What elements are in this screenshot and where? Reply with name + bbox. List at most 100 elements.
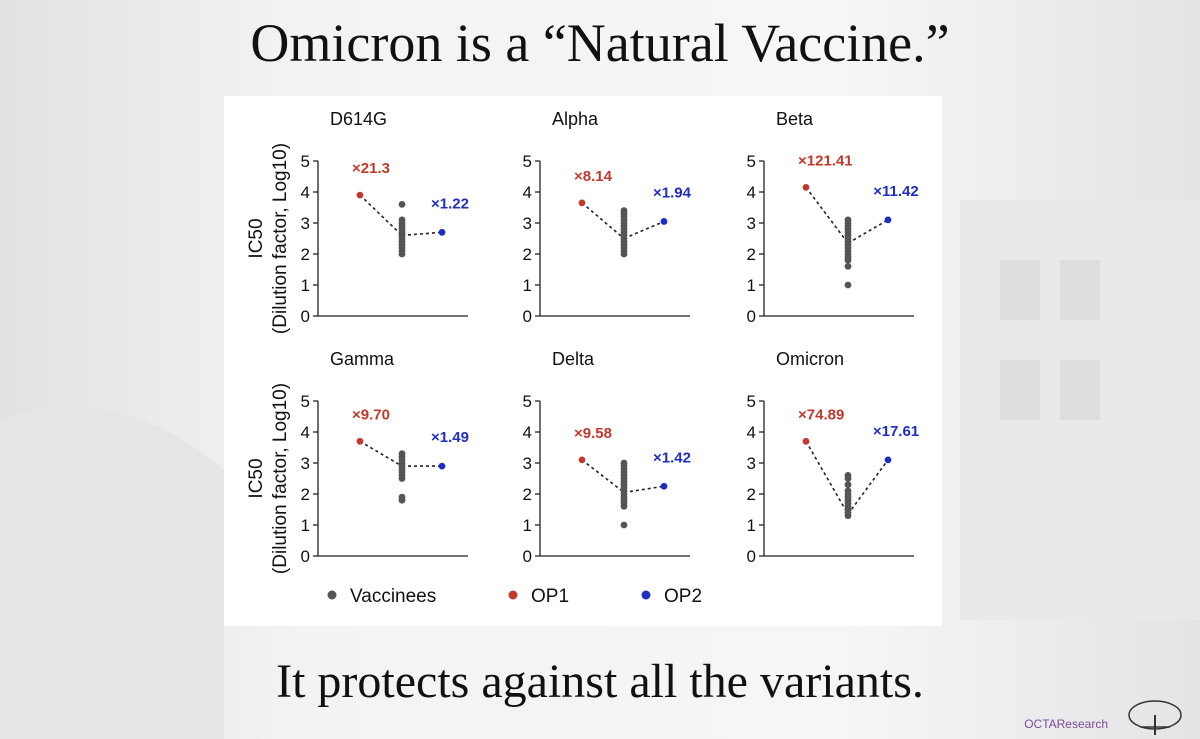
panel-beta: Beta 0 1 2 3 4 5 ×121.41 ×11.42 <box>747 109 919 326</box>
y-tick-label: 5 <box>523 392 532 411</box>
op1-point <box>802 437 810 445</box>
slide-subtitle: It protects against all the variants. <box>276 655 924 708</box>
y-tick-label: 3 <box>747 214 756 233</box>
op2-point <box>438 462 446 470</box>
op1-connector <box>581 459 625 494</box>
legend-marker-op1 <box>508 590 518 600</box>
y-axis-labels: IC50 (Dilution factor, Log10)IC50 (Dilutio… <box>246 143 291 574</box>
panel-title: Gamma <box>330 349 395 369</box>
op2-fold-label: ×11.42 <box>873 183 918 200</box>
y-tick-label: 2 <box>301 245 310 264</box>
op2-point <box>660 218 668 225</box>
y-tick-label: 2 <box>747 485 756 504</box>
y-tick-label: 0 <box>301 547 310 566</box>
op2-point <box>884 456 892 464</box>
op1-connector <box>359 194 403 236</box>
legend-label-op1: OP1 <box>531 586 569 607</box>
vaccinee-point <box>398 216 406 224</box>
y-tick-label: 3 <box>747 454 756 473</box>
y-axis-label-dilution: (Dilution factor, Log10) <box>270 143 291 334</box>
panel-delta: Delta 0 1 2 3 4 5 ×9.58 ×1.42 <box>523 349 691 566</box>
slide-title: Omicron is a “Natural Vaccine.” <box>250 13 950 73</box>
panel-title: Beta <box>776 109 814 129</box>
y-tick-label: 4 <box>747 423 756 442</box>
y-tick-label: 2 <box>301 485 310 504</box>
y-tick-label: 0 <box>523 547 532 566</box>
op1-fold-label: ×9.70 <box>352 406 390 423</box>
y-tick-label: 0 <box>747 307 756 326</box>
y-tick-label: 5 <box>747 392 756 411</box>
op1-connector <box>359 440 403 467</box>
op2-fold-label: ×1.42 <box>653 449 691 466</box>
y-tick-label: 4 <box>301 423 310 442</box>
panel-d614g: D614G 0 1 2 3 4 5 ×21.3 ×1.22 <box>301 109 469 326</box>
op1-fold-label: ×9.58 <box>574 425 612 442</box>
op1-point <box>356 191 364 199</box>
vaccinee-point <box>844 263 852 270</box>
y-tick-label: 5 <box>301 392 310 411</box>
y-tick-label: 5 <box>747 152 756 171</box>
tree-logo-icon <box>1128 700 1182 735</box>
vaccinee-point <box>844 216 852 224</box>
y-axis-label-dilution: (Dilution factor, Log10) <box>270 383 291 574</box>
y-axis-label-row-2: IC50 (Dilution factor, Log10) <box>246 383 291 574</box>
op1-fold-label: ×21.3 <box>352 160 390 177</box>
op1-fold-label: ×121.41 <box>798 152 853 169</box>
panel-title: D614G <box>330 109 387 129</box>
panel-title: Delta <box>552 349 595 369</box>
op1-connector <box>805 440 849 515</box>
panel-gamma: Gamma 0 1 2 3 4 5 ×9.70 ×1.49 <box>301 349 469 566</box>
vaccinee-point <box>620 521 628 529</box>
y-tick-label: 0 <box>747 547 756 566</box>
y-tick-label: 1 <box>747 516 756 535</box>
panel-title: Omicron <box>776 349 844 369</box>
y-tick-label: 1 <box>523 516 532 535</box>
y-tick-label: 4 <box>523 183 532 202</box>
op2-fold-label: ×17.61 <box>873 423 919 440</box>
vaccinee-point <box>844 472 852 479</box>
y-tick-label: 3 <box>301 454 310 473</box>
vaccinee-point <box>844 481 852 489</box>
y-tick-label: 1 <box>523 276 532 295</box>
y-tick-label: 3 <box>523 214 532 233</box>
legend-label-vaccinees: Vaccinees <box>350 586 436 607</box>
op2-connector <box>623 485 665 494</box>
op2-point <box>660 482 668 490</box>
y-tick-label: 2 <box>747 245 756 264</box>
chart-panel <box>224 96 942 626</box>
y-tick-label: 2 <box>523 245 532 264</box>
y-tick-label: 4 <box>523 423 532 442</box>
vaccinee-point <box>398 201 406 208</box>
op2-point <box>438 228 446 236</box>
op1-fold-label: ×8.14 <box>574 168 613 185</box>
vaccinee-point <box>620 459 628 467</box>
y-tick-label: 1 <box>301 276 310 295</box>
y-axis-label-ic50: IC50 <box>246 218 267 258</box>
y-tick-label: 4 <box>747 183 756 202</box>
op2-connector <box>401 231 443 237</box>
op1-point <box>356 437 364 445</box>
legend-marker-vaccinees <box>327 590 337 600</box>
y-axis-label-ic50: IC50 <box>246 458 267 498</box>
y-tick-label: 0 <box>523 307 532 326</box>
y-tick-label: 1 <box>301 516 310 535</box>
y-tick-label: 2 <box>523 485 532 504</box>
y-tick-label: 3 <box>523 454 532 473</box>
vaccinee-point <box>844 487 852 495</box>
op1-fold-label: ×74.89 <box>798 406 844 423</box>
y-tick-label: 1 <box>747 276 756 295</box>
op1-connector <box>581 202 625 240</box>
vaccinee-point <box>844 281 852 289</box>
op2-fold-label: ×1.22 <box>431 195 469 212</box>
op1-point <box>578 456 586 464</box>
vaccinee-point <box>398 450 406 458</box>
vaccinee-point <box>620 207 628 215</box>
panel-alpha: Alpha 0 1 2 3 4 5 ×8.14 ×1.94 <box>523 109 692 326</box>
op1-point <box>802 183 810 191</box>
panel-title: Alpha <box>552 109 599 129</box>
op2-point <box>884 216 892 224</box>
watermark-text: OCTAResearch <box>1024 717 1108 731</box>
panel-omicron: Omicron 0 1 2 3 4 5 ×74.89 ×17.61 <box>747 349 920 566</box>
